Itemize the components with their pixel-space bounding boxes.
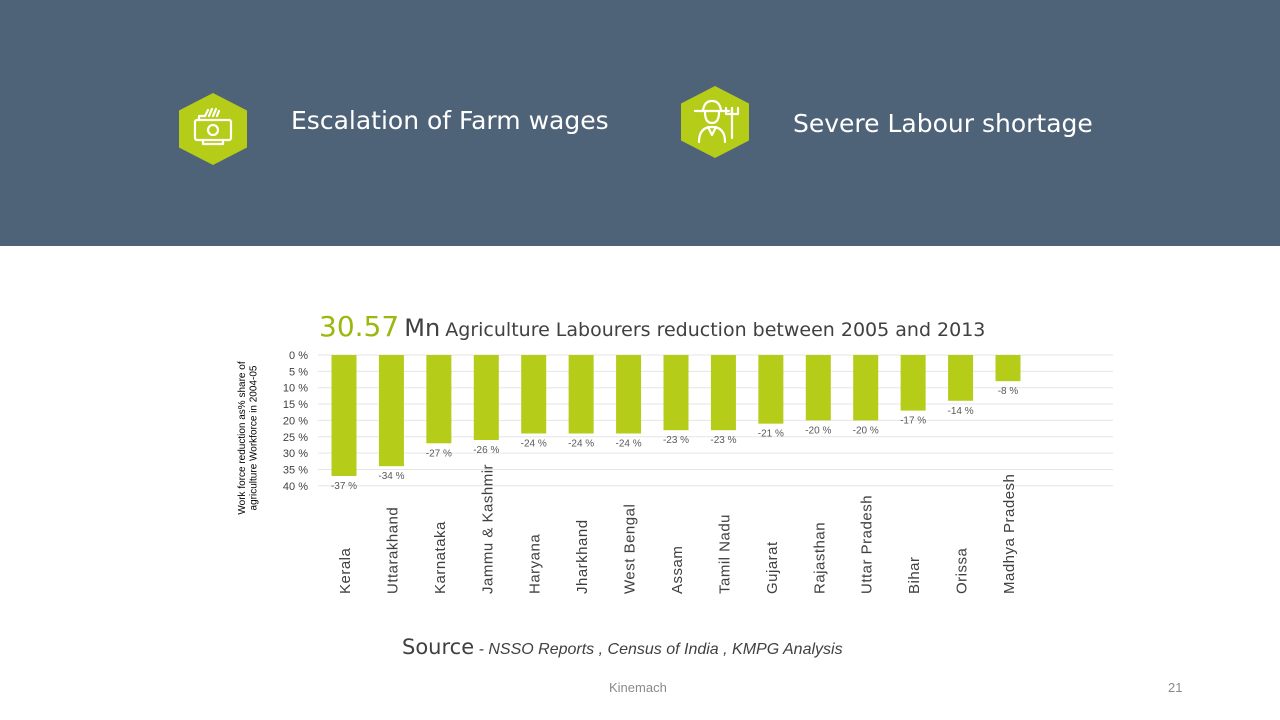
chart-title-value: 30.57 xyxy=(319,310,400,343)
x-category-label: Karnataka xyxy=(432,521,449,594)
data-label: -20 % xyxy=(805,425,831,436)
bar xyxy=(473,355,499,441)
bar xyxy=(378,355,404,467)
feature-label-farm-wages: Escalation of Farm wages xyxy=(291,106,609,135)
bar xyxy=(521,355,547,434)
x-category-label: Rajasthan xyxy=(811,522,828,594)
x-category-label: Orissa xyxy=(954,548,971,594)
y-tick-label: 20 % xyxy=(283,415,308,427)
data-label: -37 % xyxy=(331,481,357,492)
bar xyxy=(758,355,784,424)
bar xyxy=(426,355,452,444)
footer-company: Kinemach xyxy=(609,680,667,695)
y-tick-label: 15 % xyxy=(283,399,308,411)
bar xyxy=(568,355,594,434)
chart-title-text: Agriculture Labourers reduction between … xyxy=(445,319,986,341)
data-label: -34 % xyxy=(378,471,404,482)
data-label: -17 % xyxy=(900,416,926,427)
data-label: -23 % xyxy=(710,435,736,446)
source-text: - NSSO Reports , Census of India , KMPG … xyxy=(478,641,843,658)
page-number: 21 xyxy=(1168,680,1183,695)
x-category-label: Uttar Pradesh xyxy=(859,495,876,594)
y-tick-label: 30 % xyxy=(283,448,308,460)
chart-title: 30.57 Mn Agriculture Labourers reduction… xyxy=(319,310,985,343)
source-label: Source xyxy=(402,635,475,659)
x-category-label: Haryana xyxy=(527,534,544,594)
bar xyxy=(805,355,831,421)
data-label: -8 % xyxy=(998,386,1019,397)
bar xyxy=(853,355,879,421)
data-label: -20 % xyxy=(853,425,879,436)
x-category-label: Bihar xyxy=(906,556,923,594)
data-label: -14 % xyxy=(948,406,974,417)
bar xyxy=(995,355,1021,382)
y-tick-label: 35 % xyxy=(283,464,308,476)
y-tick-label: 5 % xyxy=(289,366,308,378)
y-tick-label: 0 % xyxy=(289,350,308,362)
chart-title-unit: Mn xyxy=(404,314,441,342)
bar xyxy=(948,355,974,401)
data-label: -24 % xyxy=(616,438,642,449)
money-hand-icon xyxy=(179,93,247,165)
y-tick-label: 25 % xyxy=(283,432,308,444)
farmer-icon xyxy=(681,86,749,158)
data-label: -24 % xyxy=(521,438,547,449)
data-label: -26 % xyxy=(473,445,499,456)
x-category-label: Jammu & Kashmir xyxy=(479,464,496,594)
x-category-label: West Bengal xyxy=(622,504,639,594)
x-category-label: Gujarat xyxy=(764,541,781,594)
bar xyxy=(710,355,736,431)
bar xyxy=(900,355,926,411)
x-category-label: Assam xyxy=(669,546,686,594)
y-tick-label: 40 % xyxy=(283,481,308,493)
x-category-label: Jharkhand xyxy=(574,519,591,594)
bar xyxy=(331,355,357,476)
data-label: -24 % xyxy=(568,438,594,449)
y-axis-label: Work force reduction as% share ofagricul… xyxy=(237,361,260,514)
x-category-label: Uttarakhand xyxy=(384,507,401,594)
x-category-label: Madhya Pradesh xyxy=(1001,474,1018,594)
source-note: Source - NSSO Reports , Census of India … xyxy=(402,635,843,659)
y-tick-label: 10 % xyxy=(283,383,308,395)
data-label: -21 % xyxy=(758,429,784,440)
x-category-label: Kerala xyxy=(337,547,354,594)
feature-label-labour-shortage: Severe Labour shortage xyxy=(793,109,1093,138)
bar xyxy=(663,355,689,431)
data-label: -27 % xyxy=(426,448,452,459)
bar xyxy=(616,355,642,434)
data-label: -23 % xyxy=(663,435,689,446)
x-category-label: Tamil Nadu xyxy=(716,514,733,594)
